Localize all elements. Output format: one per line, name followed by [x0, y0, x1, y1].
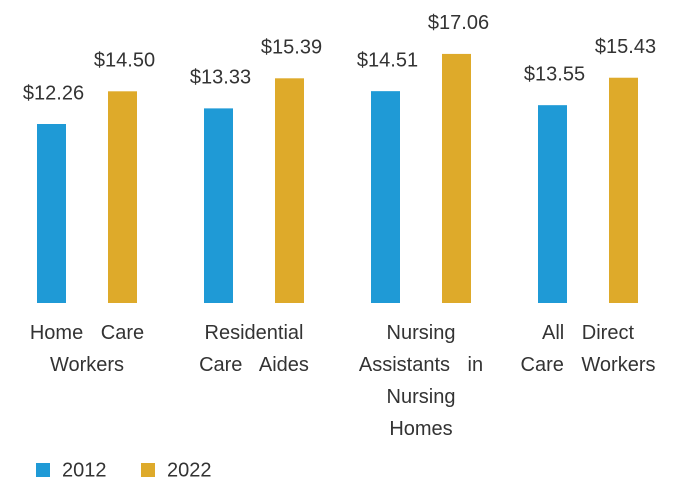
x-tick-label: Residential Care Aides [199, 322, 309, 376]
x-tick-label: All Direct Care Workers [520, 322, 656, 376]
bar [371, 91, 400, 304]
value-label: $13.55 [524, 63, 585, 85]
legend-swatch [141, 463, 155, 477]
x-tick-label: Home Care Workers [29, 322, 145, 376]
x-tick-label: Nursing Assistants in Nursing Homes [358, 322, 484, 440]
bar [609, 77, 638, 303]
legend-label: 2012 [62, 459, 107, 481]
bar [108, 91, 137, 303]
value-label: $15.39 [261, 37, 322, 59]
bar [538, 105, 567, 303]
value-label: $17.06 [428, 12, 489, 34]
bar [275, 78, 304, 303]
value-label: $15.43 [595, 36, 656, 58]
bar [204, 108, 233, 303]
value-label: $14.50 [94, 50, 155, 72]
value-label: $14.51 [357, 49, 418, 71]
legend-label: 2022 [167, 459, 212, 481]
legend-swatch [36, 463, 50, 477]
bar [442, 53, 471, 304]
value-label: $12.26 [23, 82, 84, 104]
bar [37, 124, 66, 303]
value-label: $13.33 [190, 67, 251, 89]
